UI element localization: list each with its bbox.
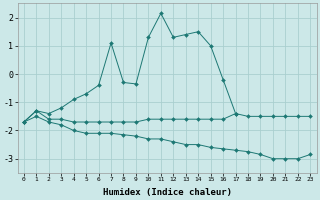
X-axis label: Humidex (Indice chaleur): Humidex (Indice chaleur) — [103, 188, 232, 197]
